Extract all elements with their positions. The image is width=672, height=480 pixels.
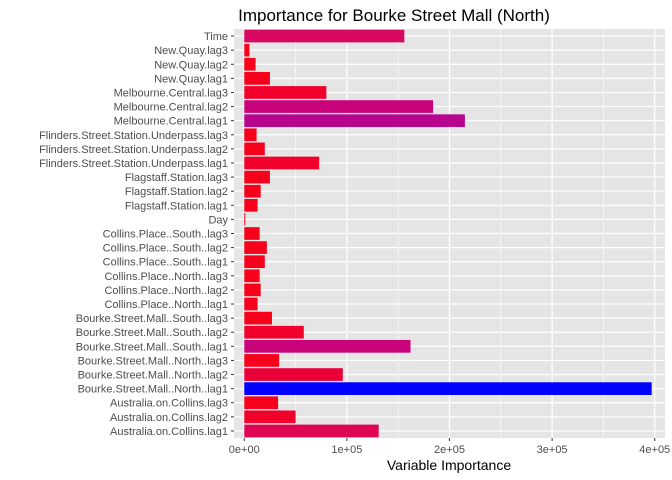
bar	[244, 368, 343, 381]
y-tick-label: Bourke.Street.Mall..North..lag2	[78, 370, 228, 382]
y-tick-label: Collins.Place..North..lag3	[104, 271, 228, 283]
y-tick-label: Australia.on.Collins.lag3	[110, 398, 228, 410]
chart-title: Importance for Bourke Street Mall (North…	[238, 6, 550, 25]
x-tick-label: 2e+05	[434, 444, 465, 456]
bars	[244, 29, 652, 438]
y-tick-label: Collins.Place..North..lag2	[104, 285, 228, 297]
bar	[244, 396, 279, 410]
y-tick-label: Bourke.Street.Mall..North..lag3	[78, 355, 228, 367]
bar	[244, 410, 296, 424]
y-tick-label: Bourke.Street.Mall..South..lag2	[76, 327, 228, 339]
bar	[244, 128, 257, 142]
bar	[244, 43, 250, 57]
y-tick-label: New.Quay.lag1	[154, 73, 228, 85]
bar	[244, 198, 258, 212]
bar	[244, 142, 265, 156]
y-tick-label: Collins.Place..South..lag2	[103, 243, 228, 255]
bar	[244, 29, 405, 43]
bar	[244, 227, 260, 240]
y-tick-label: Flinders.Street.Station.Underpass.lag3	[39, 130, 228, 142]
y-tick-labels: Time New.Quay.lag3 New.Quay.lag2 New.Quay.l…	[39, 31, 234, 438]
bar	[244, 184, 261, 198]
bar	[244, 114, 465, 128]
y-tick-label: Flinders.Street.Station.Underpass.lag2	[39, 144, 228, 156]
bar	[244, 424, 379, 438]
bar	[244, 297, 258, 311]
y-tick-label: Flagstaff.Station.lag2	[125, 186, 228, 198]
y-tick-label: Time	[204, 31, 228, 43]
y-tick-label: Bourke.Street.Mall..South..lag1	[76, 341, 228, 353]
bar	[244, 255, 265, 269]
y-tick-label: Melbourne.Central.lag1	[114, 116, 228, 128]
bar	[244, 100, 434, 113]
x-tick-label: 4e+05	[639, 444, 670, 456]
y-tick-label: Melbourne.Central.lag3	[114, 87, 228, 99]
bar	[244, 325, 304, 339]
y-tick-label: Collins.Place..South..lag3	[103, 229, 228, 241]
y-tick-label: New.Quay.lag3	[154, 45, 228, 57]
y-tick-label: Bourke.Street.Mall..North..lag1	[78, 384, 228, 396]
bar	[244, 269, 260, 283]
y-tick-label: Day	[208, 214, 228, 226]
bar	[244, 283, 261, 297]
bar	[244, 57, 256, 71]
bar	[244, 311, 272, 325]
y-tick-label: Australia.on.Collins.lag2	[110, 412, 228, 424]
bar	[244, 354, 280, 367]
y-tick-label: Flagstaff.Station.lag1	[125, 200, 228, 212]
bar	[244, 241, 267, 254]
bar	[244, 156, 320, 170]
bar	[244, 72, 270, 85]
x-tick-label: 3e+05	[537, 444, 568, 456]
bar	[244, 170, 270, 184]
y-tick-label: Flinders.Street.Station.Underpass.lag1	[39, 158, 228, 170]
x-tick-label: 1e+05	[331, 444, 362, 456]
y-tick-label: Flagstaff.Station.lag3	[125, 172, 228, 184]
y-tick-label: Collins.Place..South..lag1	[103, 257, 228, 269]
y-tick-label: Australia.on.Collins.lag1	[110, 426, 228, 438]
bar	[244, 86, 327, 99]
x-tick-label: 0e+00	[229, 444, 260, 456]
y-tick-label: Bourke.Street.Mall..South..lag3	[76, 313, 228, 325]
bar	[244, 213, 246, 226]
y-tick-label: Melbourne.Central.lag2	[114, 102, 228, 114]
y-tick-label: Collins.Place..North..lag1	[104, 299, 228, 311]
bar	[244, 382, 652, 395]
x-axis-label: Variable Importance	[387, 457, 511, 473]
x-tick-labels: 0e+00 1e+05 2e+05 3e+05 4e+05	[229, 438, 670, 456]
y-tick-label: New.Quay.lag2	[154, 59, 228, 71]
bar	[244, 339, 411, 353]
